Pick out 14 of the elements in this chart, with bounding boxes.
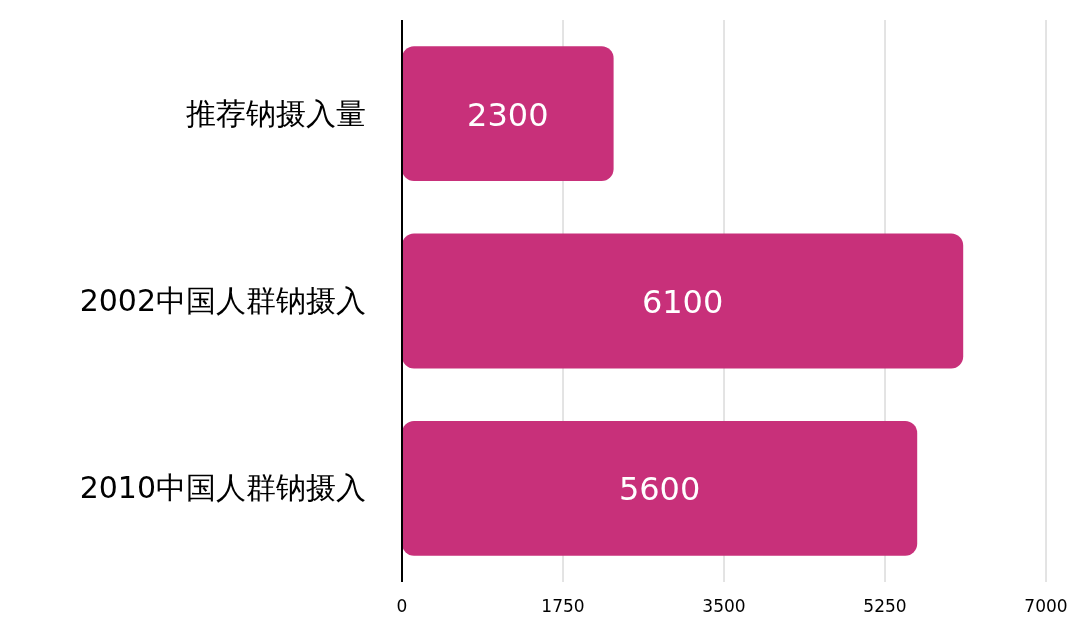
data-label: 2300	[467, 95, 549, 134]
bar	[402, 420, 918, 556]
x-tick-label: 1750	[541, 596, 585, 616]
x-tick-label: 5250	[863, 596, 907, 616]
bar	[402, 233, 964, 369]
y-tick-label: 2002中国人群钠摄入	[79, 283, 366, 318]
x-tick-label: 7000	[1024, 596, 1068, 616]
x-tick-label: 0	[396, 596, 408, 616]
data-label: 6100	[641, 283, 724, 321]
data-label: 5600	[618, 470, 701, 509]
y-tick-label: 2010中国人群钠摄入	[79, 470, 366, 506]
bar	[402, 46, 614, 182]
x-tick-label: 3500	[702, 596, 746, 616]
y-tick-label: 推荐钠摄入量	[186, 95, 366, 131]
